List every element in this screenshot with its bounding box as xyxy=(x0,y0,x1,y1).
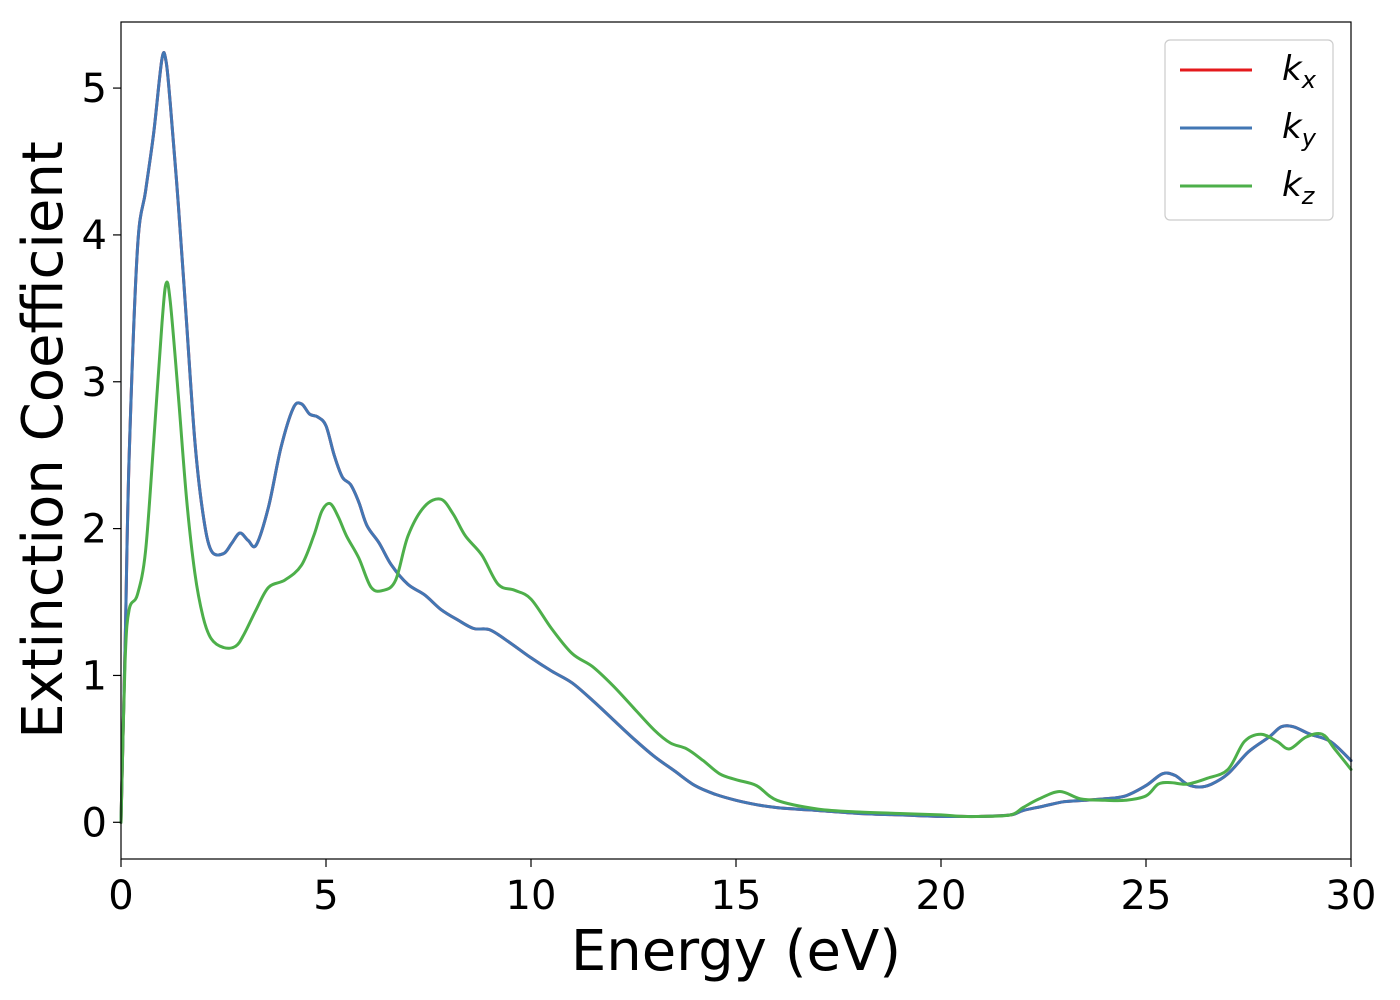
y-tick-label: 3 xyxy=(82,360,107,406)
series-line-ky xyxy=(119,51,1353,824)
x-tick-label: 5 xyxy=(313,873,338,919)
y-tick-label: 1 xyxy=(82,653,107,699)
x-tick-label: 30 xyxy=(1326,873,1377,919)
y-tick-label: 2 xyxy=(82,507,107,553)
y-axis-ticks: 0 1 2 3 4 5 xyxy=(82,66,121,846)
x-tick-label: 0 xyxy=(108,873,133,919)
legend-box xyxy=(1164,39,1334,221)
y-tick-label: 4 xyxy=(82,213,107,259)
x-tick-label: 25 xyxy=(1121,873,1172,919)
legend-label-kz: kz xyxy=(1282,165,1316,210)
legend: kx ky kz xyxy=(1164,39,1334,221)
x-tick-label: 15 xyxy=(711,873,762,919)
x-axis-ticks: 0 5 10 15 20 25 30 xyxy=(108,859,1376,919)
x-tick-label: 20 xyxy=(916,873,967,919)
y-tick-label: 5 xyxy=(82,66,107,112)
y-tick-label: 0 xyxy=(82,800,107,846)
series-line-kz xyxy=(119,280,1353,824)
x-axis-title: Energy (eV) xyxy=(571,919,901,984)
series-layer xyxy=(119,51,1353,824)
legend-label-ky: ky xyxy=(1282,107,1317,152)
legend-label-kx: kx xyxy=(1282,49,1317,94)
x-tick-label: 10 xyxy=(506,873,557,919)
y-axis-title: Extinction Coefficient xyxy=(11,141,76,739)
